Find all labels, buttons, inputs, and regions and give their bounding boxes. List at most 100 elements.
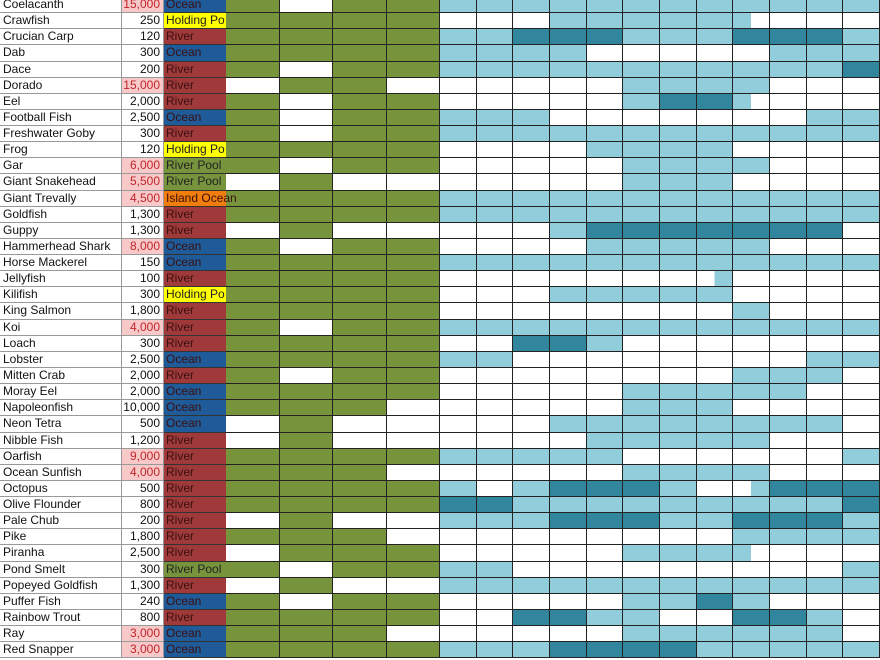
location-cell[interactable]: Ocean <box>164 351 226 368</box>
location-cell[interactable]: River <box>164 126 226 143</box>
blue-status-cell[interactable] <box>476 271 514 288</box>
blue-status-cell[interactable] <box>660 400 697 417</box>
blue-status-cell[interactable] <box>806 77 844 94</box>
blue-status-cell[interactable] <box>696 222 734 239</box>
blue-status-cell[interactable] <box>586 13 624 30</box>
blue-status-cell[interactable] <box>843 109 880 127</box>
green-status-cell[interactable] <box>279 497 333 514</box>
price-cell[interactable]: 3,000 <box>122 642 164 659</box>
blue-status-cell[interactable] <box>660 61 697 78</box>
blue-status-cell[interactable] <box>733 255 770 272</box>
blue-status-cell[interactable] <box>843 480 880 498</box>
green-status-cell[interactable] <box>226 238 280 256</box>
blue-status-cell[interactable] <box>770 577 807 594</box>
blue-status-cell[interactable] <box>623 335 660 352</box>
price-cell[interactable]: 200 <box>122 61 164 78</box>
blue-status-cell[interactable] <box>623 593 660 610</box>
blue-status-cell[interactable] <box>696 29 734 46</box>
location-cell[interactable]: River <box>164 545 226 562</box>
blue-status-cell[interactable] <box>660 29 697 46</box>
blue-status-cell[interactable] <box>586 126 624 143</box>
blue-status-cell[interactable] <box>586 29 624 46</box>
blue-status-cell[interactable] <box>733 109 770 127</box>
green-status-cell[interactable] <box>386 271 440 288</box>
blue-status-cell[interactable] <box>513 561 550 578</box>
blue-status-cell[interactable] <box>513 400 550 417</box>
blue-status-cell[interactable] <box>586 255 624 272</box>
blue-status-cell[interactable] <box>440 609 477 627</box>
blue-status-cell[interactable] <box>660 206 697 223</box>
blue-status-cell[interactable] <box>623 416 660 433</box>
blue-status-cell[interactable] <box>550 126 587 143</box>
blue-status-cell[interactable] <box>550 77 587 94</box>
price-cell[interactable]: 10,000 <box>122 400 164 417</box>
blue-status-cell[interactable] <box>513 642 550 659</box>
blue-status-cell[interactable] <box>770 222 807 239</box>
blue-status-cell[interactable] <box>440 45 477 62</box>
blue-status-cell[interactable] <box>476 303 514 320</box>
blue-status-cell[interactable] <box>770 238 807 256</box>
blue-status-cell[interactable] <box>623 174 660 191</box>
blue-status-cell[interactable] <box>696 351 734 368</box>
price-cell[interactable]: 1,300 <box>122 206 164 223</box>
blue-status-cell[interactable] <box>513 416 550 433</box>
blue-status-cell[interactable] <box>843 448 880 465</box>
green-status-cell[interactable] <box>333 303 387 320</box>
blue-status-cell[interactable] <box>476 93 514 110</box>
price-cell[interactable]: 100 <box>122 271 164 288</box>
green-status-cell[interactable] <box>333 626 387 643</box>
green-status-cell[interactable] <box>333 561 387 578</box>
green-status-cell[interactable] <box>386 335 440 352</box>
blue-status-cell[interactable] <box>623 13 660 30</box>
blue-status-cell[interactable] <box>843 174 880 191</box>
blue-status-cell[interactable] <box>843 255 880 272</box>
blue-status-cell[interactable] <box>770 480 807 498</box>
green-status-cell[interactable] <box>279 303 333 320</box>
blue-status-cell[interactable] <box>733 61 770 78</box>
blue-status-cell[interactable] <box>513 367 550 385</box>
price-cell[interactable]: 1,300 <box>122 577 164 594</box>
green-status-cell[interactable] <box>279 545 333 562</box>
location-cell[interactable]: Ocean <box>164 593 226 610</box>
location-cell[interactable]: River Pool <box>164 158 226 175</box>
blue-status-cell[interactable] <box>623 29 660 46</box>
blue-status-cell[interactable] <box>843 158 880 175</box>
blue-status-cell[interactable] <box>733 642 770 659</box>
blue-status-cell[interactable] <box>843 513 880 530</box>
blue-status-cell[interactable] <box>440 158 477 175</box>
green-status-cell[interactable] <box>226 432 280 449</box>
blue-status-cell[interactable] <box>733 93 770 110</box>
blue-status-cell[interactable] <box>476 335 514 352</box>
fish-name-cell[interactable]: Goldfish <box>0 206 122 223</box>
blue-status-cell[interactable] <box>806 206 844 223</box>
blue-status-cell[interactable] <box>733 400 770 417</box>
location-cell[interactable]: Holding Po <box>164 13 226 30</box>
blue-status-cell[interactable] <box>770 448 807 465</box>
green-status-cell[interactable] <box>333 319 387 336</box>
blue-status-cell[interactable] <box>440 367 477 385</box>
blue-status-cell[interactable] <box>843 142 880 159</box>
blue-status-cell[interactable] <box>550 190 587 207</box>
green-status-cell[interactable] <box>226 271 280 288</box>
green-status-cell[interactable] <box>386 561 440 578</box>
price-cell[interactable]: 2,000 <box>122 384 164 401</box>
green-status-cell[interactable] <box>226 609 280 627</box>
blue-status-cell[interactable] <box>586 287 624 304</box>
blue-status-cell[interactable] <box>623 497 660 514</box>
blue-status-cell[interactable] <box>696 480 734 498</box>
blue-status-cell[interactable] <box>696 13 734 30</box>
blue-status-cell[interactable] <box>586 561 624 578</box>
blue-status-cell[interactable] <box>770 497 807 514</box>
blue-status-cell[interactable] <box>476 158 514 175</box>
blue-status-cell[interactable] <box>440 400 477 417</box>
green-status-cell[interactable] <box>226 335 280 352</box>
blue-status-cell[interactable] <box>770 513 807 530</box>
blue-status-cell[interactable] <box>586 351 624 368</box>
blue-status-cell[interactable] <box>843 238 880 256</box>
blue-status-cell[interactable] <box>513 93 550 110</box>
blue-status-cell[interactable] <box>586 642 624 659</box>
blue-status-cell[interactable] <box>733 513 770 530</box>
blue-status-cell[interactable] <box>806 142 844 159</box>
blue-status-cell[interactable] <box>806 126 844 143</box>
blue-status-cell[interactable] <box>806 61 844 78</box>
